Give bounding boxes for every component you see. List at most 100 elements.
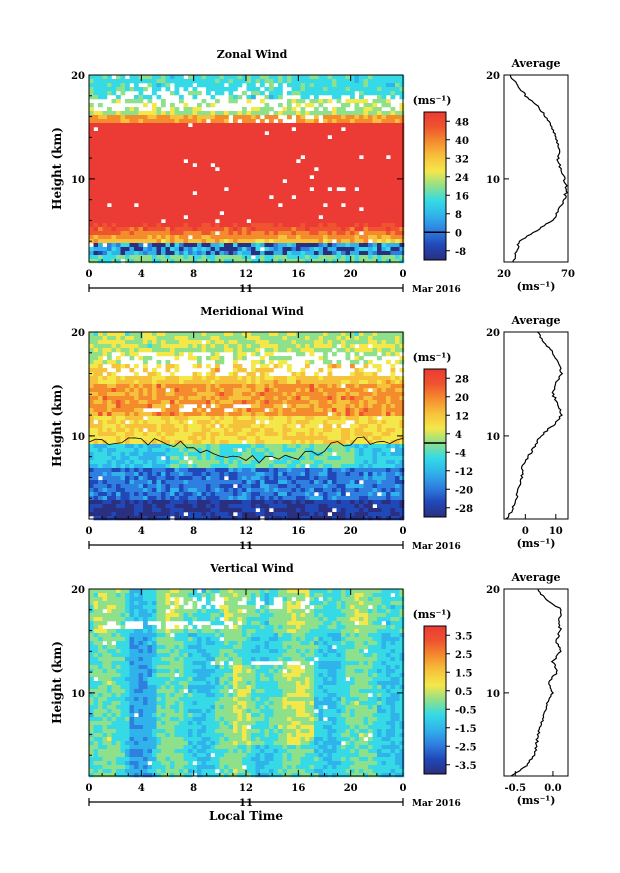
heatmap-cell [282,464,288,469]
heatmap-cell [251,496,256,501]
heatmap-cell [138,424,144,429]
heatmap-cell [359,195,364,200]
heatmap-cell [192,468,198,473]
heatmap-cell [264,127,270,132]
colorbar-tick-label: 32 [455,154,469,165]
heatmap-cell [363,171,369,176]
heatmap-cell [237,352,243,357]
heatmap-cell [134,107,139,112]
heatmap-cell [201,440,207,445]
heatmap-cell [89,476,94,481]
heatmap-cell [219,396,225,401]
heatmap-cell [296,211,301,216]
heatmap-cell [399,227,405,232]
heatmap-cell [219,115,225,120]
heatmap-cell [210,432,216,437]
heatmap-cell [291,79,297,84]
heatmap-cell [390,259,396,264]
heatmap-cell [372,155,378,160]
heatmap-cell [192,115,198,120]
heatmap-cell [152,191,157,196]
heatmap-cell [107,87,112,92]
heatmap-cell [192,332,198,337]
heatmap-cell [201,408,207,413]
heatmap-cell [359,159,364,164]
heatmap-cell [246,131,252,136]
heatmap-cell [102,175,108,180]
heatmap-cell [152,251,157,256]
heatmap-cell [156,396,162,401]
heatmap-cell [206,504,211,509]
heatmap-cell [170,348,175,353]
heatmap-cell [260,151,265,156]
heatmap-cell [395,227,400,232]
heatmap-cell [219,412,225,417]
heatmap-cell [363,259,369,264]
heatmap-cell [107,199,112,204]
heatmap-cell [111,440,117,445]
heatmap-cell [201,460,207,465]
heatmap-cell [269,504,274,509]
heatmap-cell [179,127,184,132]
heatmap-cell [368,75,373,80]
heatmap-cell [300,199,306,204]
heatmap-cell [359,183,364,188]
heatmap-cell [399,103,405,108]
heatmap-cell [89,227,94,232]
heatmap-cell [215,464,220,469]
heatmap-cell [134,376,139,381]
heatmap-cell [93,388,99,393]
heatmap-cell [138,171,144,176]
heatmap-cell [246,159,252,164]
heatmap-cell [111,476,117,481]
date-day: 11 [239,284,253,295]
heatmap-cell [102,135,108,140]
heatmap-cell [210,95,216,100]
heatmap-cell [260,167,265,172]
heatmap-cell [377,75,382,80]
heatmap-cell [390,207,396,212]
heatmap-cell [341,75,346,80]
heatmap-cell [363,83,369,88]
heatmap-cell [237,504,243,509]
heatmap-cell [129,384,135,389]
heatmap-cell [309,163,315,168]
heatmap-cell [363,227,369,232]
heatmap-cell [260,107,265,112]
heatmap-cell [264,123,270,128]
heatmap-cell [147,207,153,212]
heatmap-cell [264,175,270,180]
heatmap-cell [183,488,189,493]
heatmap-cell [188,476,193,481]
heatmap-cell [318,151,324,156]
heatmap-cell [354,139,360,144]
heatmap-cell [183,131,189,136]
heatmap-cell [165,187,171,192]
heatmap-cell [197,135,202,140]
heatmap-cell [305,87,310,92]
heatmap-cell [305,251,310,256]
heatmap-cell [134,199,139,204]
heatmap-cell [188,195,193,200]
heatmap-cell [381,215,387,220]
heatmap-cell [336,239,342,244]
heatmap-cell [192,139,198,144]
heatmap-cell [278,480,283,485]
heatmap-cell [269,348,274,353]
heatmap-cell [242,396,247,401]
x-tick-label: 12 [239,269,253,280]
heatmap-cell [228,496,234,501]
heatmap-cell [269,360,274,365]
heatmap-cell [269,219,274,224]
heatmap-cell [138,91,144,96]
heatmap-cell [98,384,103,389]
heatmap-cell [372,259,378,264]
heatmap-cell [341,219,346,224]
heatmap-cell [269,207,274,212]
heatmap-cell [246,488,252,493]
heatmap-cell [183,139,189,144]
heatmap-cell [192,119,198,124]
heatmap-cell [210,460,216,465]
heatmap-cell [251,231,256,236]
heatmap-cell [93,247,99,252]
